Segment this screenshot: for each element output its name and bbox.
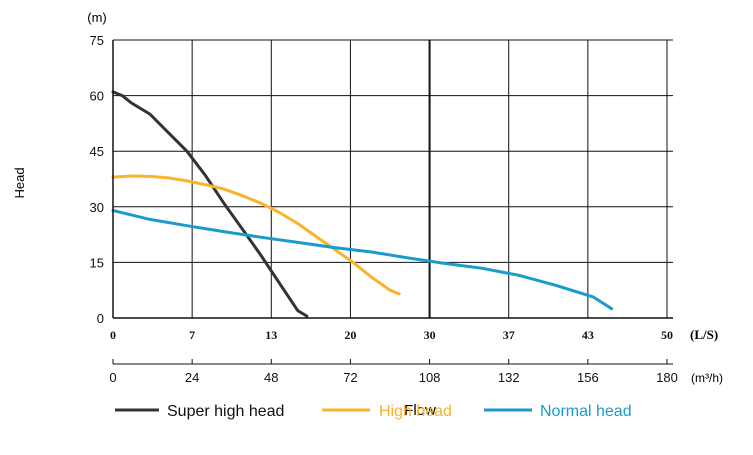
grid — [113, 39, 673, 318]
y-unit-label: (m) — [87, 10, 107, 25]
x-tick-label-ls-6: 43 — [582, 328, 594, 342]
y-tick-label-15: 15 — [90, 255, 104, 270]
axes: 0 15 30 45 60 75 0 7 13 20 30 37 43 50 0 24 48 72 108 132 15… — [90, 33, 678, 385]
legend-label-super-high-head: Super high head — [167, 403, 284, 420]
x-unit-ls: (L/S) — [690, 327, 718, 342]
x-tick-label-m3h-2: 48 — [264, 370, 278, 385]
y-tick-label-75: 75 — [90, 33, 104, 48]
x-tick-label-m3h-0: 0 — [109, 370, 116, 385]
series-line-normal-head — [111, 209, 614, 311]
x-tick-label-ls-2: 13 — [265, 328, 277, 342]
x-tick-label-m3h-6: 156 — [577, 370, 599, 385]
series-lines — [111, 90, 614, 318]
y-tick-label-0: 0 — [97, 311, 104, 326]
x-tick-label-ls-3: 20 — [344, 328, 356, 342]
x-tick-label-ls-5: 37 — [503, 328, 515, 342]
x-tick-label-m3h-1: 24 — [185, 370, 199, 385]
y-tick-label-30: 30 — [90, 200, 104, 215]
x-tick-label-ls-1: 7 — [189, 328, 195, 342]
x-tick-label-ls-7: 50 — [661, 328, 673, 342]
legend: Super high head High head Normal head — [115, 403, 632, 420]
y-tick-label-60: 60 — [90, 89, 104, 104]
x-tick-label-m3h-5: 132 — [498, 370, 520, 385]
y-tick-label-45: 45 — [90, 144, 104, 159]
x-tick-label-ls-0: 0 — [110, 328, 116, 342]
x-unit-m3h: (m³/h) — [691, 371, 723, 385]
x-tick-label-m3h-7: 180 — [656, 370, 678, 385]
x-tick-label-ls-4: 30 — [424, 328, 436, 342]
series-line-high-head — [111, 174, 401, 296]
x-axis-title: Flow — [404, 402, 436, 419]
legend-label-normal-head: Normal head — [540, 403, 632, 420]
y-axis-title: Head — [12, 167, 27, 198]
series-line-super-high-head — [111, 90, 309, 318]
legend-label-high-head: High head — [379, 403, 452, 420]
x-tick-label-m3h-4: 108 — [419, 370, 441, 385]
x-tick-label-m3h-3: 72 — [343, 370, 357, 385]
